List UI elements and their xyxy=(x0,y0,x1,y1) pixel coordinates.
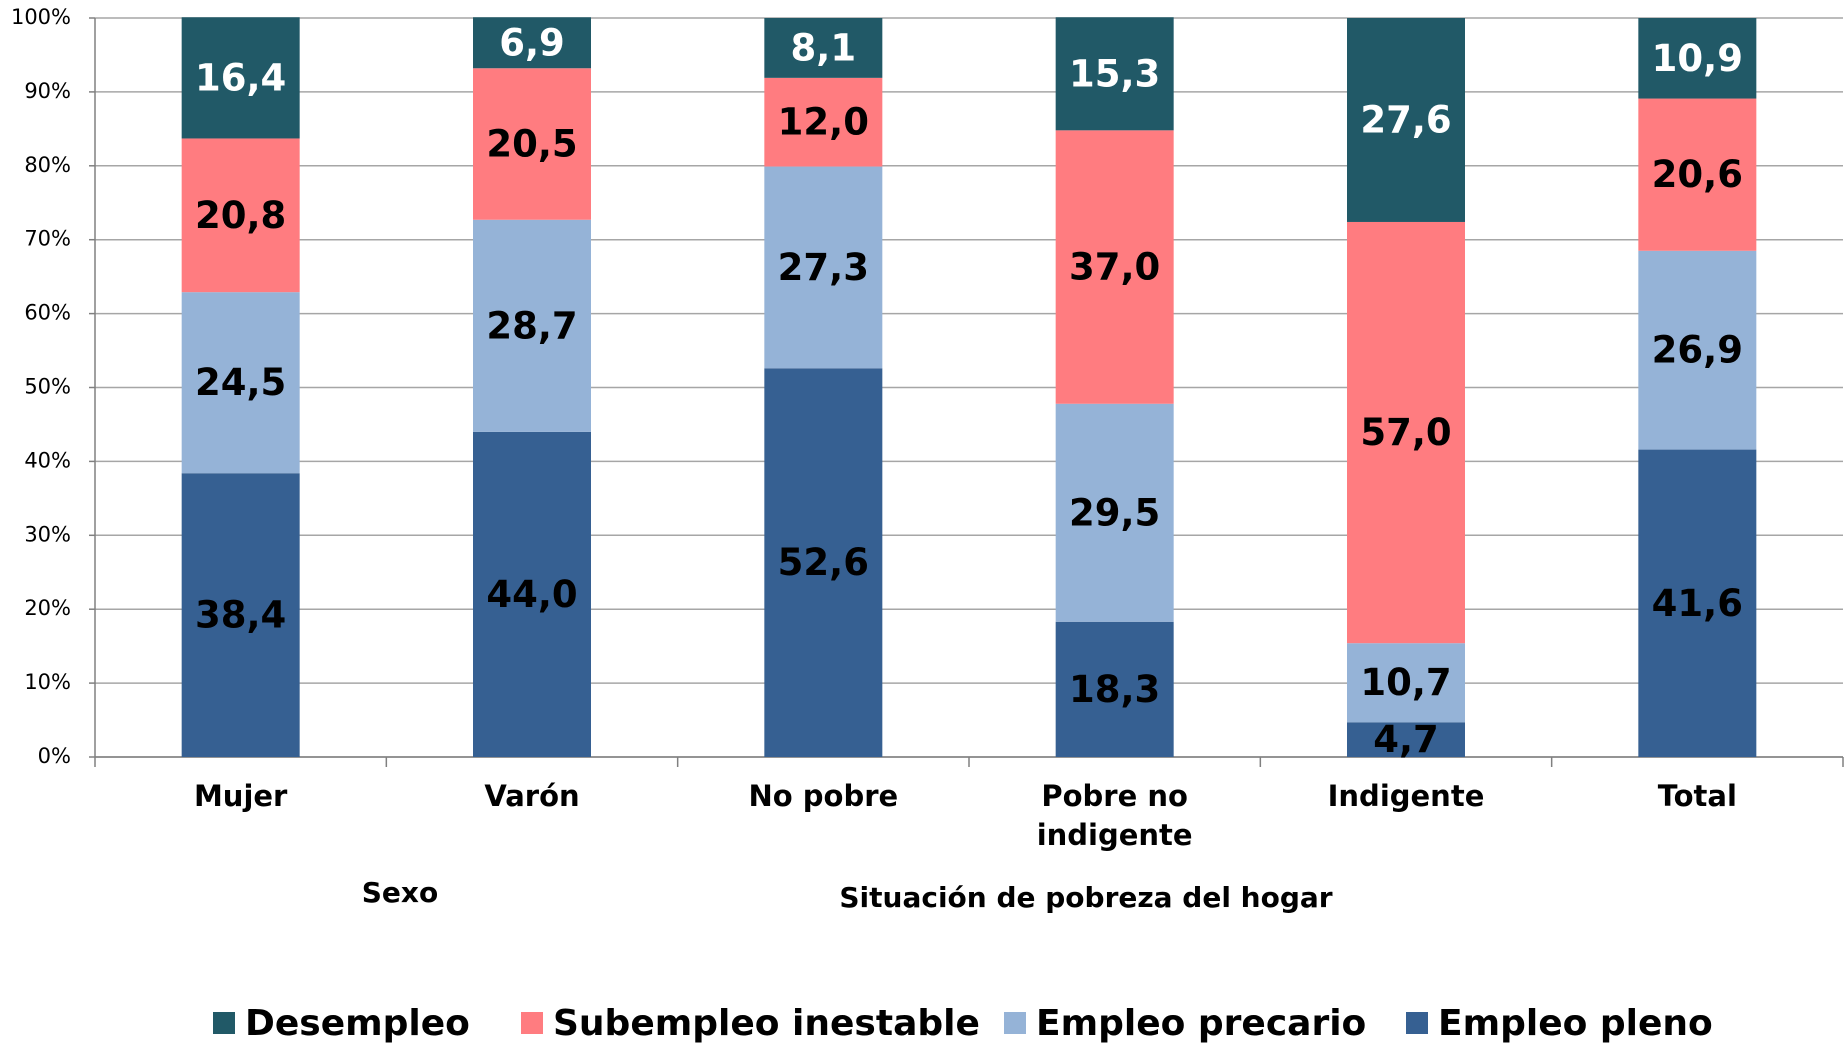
group-label: Sexo xyxy=(362,876,438,909)
bar-segment xyxy=(764,18,883,78)
value-label: 16,4 xyxy=(195,56,286,99)
x-label-box: No pobre xyxy=(748,779,899,813)
y-tick-label: 30% xyxy=(24,522,71,546)
bar-segment xyxy=(1055,17,1174,131)
value-label: 10,7 xyxy=(1360,661,1451,704)
y-tick-label: 10% xyxy=(24,670,71,694)
value-label: 10,9 xyxy=(1652,37,1743,80)
bar-segment xyxy=(764,368,883,757)
value-label: 27,6 xyxy=(1360,98,1451,141)
bar-segment xyxy=(1055,403,1174,622)
y-tick-label: 70% xyxy=(24,227,71,251)
x-tick-label: Total xyxy=(1657,779,1737,813)
value-label: 20,8 xyxy=(195,194,286,237)
value-label: 26,9 xyxy=(1652,329,1743,372)
bar-segment xyxy=(764,166,883,369)
value-label: 37,0 xyxy=(1069,246,1160,289)
y-tick-label: 40% xyxy=(24,448,71,472)
legend-label: Subempleo inestable xyxy=(553,1003,980,1043)
value-label: 41,6 xyxy=(1652,582,1743,625)
y-tick-label: 0% xyxy=(38,744,71,768)
y-tick-label: 80% xyxy=(24,153,71,177)
legend-swatch xyxy=(213,1012,235,1034)
x-tick-label: Indigente xyxy=(1327,779,1485,813)
bar-segment xyxy=(473,431,591,757)
x-label-box: Varón xyxy=(484,779,580,813)
bar-segment xyxy=(1055,621,1174,757)
y-tick-label: 60% xyxy=(24,301,71,325)
x-label-box: Mujer xyxy=(193,779,288,813)
legend-label: Empleo pleno xyxy=(1438,1003,1713,1043)
x-tick-label: No pobre xyxy=(748,779,899,813)
bar-segment xyxy=(473,219,591,432)
bar-segment xyxy=(1055,130,1174,404)
group-label: Situación de pobreza del hogar xyxy=(839,881,1332,914)
value-label: 24,5 xyxy=(195,361,286,404)
legend-label: Desempleo xyxy=(245,1003,470,1043)
value-label: 57,0 xyxy=(1360,411,1451,454)
value-label: 38,4 xyxy=(195,594,286,637)
value-label: 12,0 xyxy=(778,101,869,144)
bar-segment xyxy=(1638,250,1757,450)
value-label: 6,9 xyxy=(499,21,565,64)
value-label: 8,1 xyxy=(791,26,857,69)
bar-segment xyxy=(181,138,300,293)
legend-swatch xyxy=(521,1012,543,1034)
bar-segment xyxy=(181,17,300,139)
y-tick-label: 50% xyxy=(24,375,71,399)
value-label: 52,6 xyxy=(778,541,869,584)
x-label-box: Pobre no indigente xyxy=(1036,779,1193,852)
value-label: 18,3 xyxy=(1069,668,1160,711)
value-label: 29,5 xyxy=(1069,491,1160,534)
bar-segment xyxy=(1347,722,1465,757)
legend-label: Empleo precario xyxy=(1036,1003,1366,1043)
value-label: 44,0 xyxy=(486,573,577,616)
y-tick-label: 20% xyxy=(24,596,71,620)
x-tick-label: Mujer xyxy=(193,779,288,813)
bar-segment xyxy=(1347,221,1465,644)
bar-segment xyxy=(473,17,591,69)
value-label: 20,6 xyxy=(1652,153,1743,196)
value-label: 27,3 xyxy=(778,246,869,289)
bar-segment xyxy=(181,292,300,474)
bar-segment xyxy=(1638,449,1757,757)
x-label-box: Indigente xyxy=(1327,779,1485,813)
bar-segment xyxy=(181,473,300,757)
legend-swatch xyxy=(1004,1012,1026,1034)
x-label-box: Total xyxy=(1657,779,1737,813)
legend-swatch xyxy=(1406,1012,1428,1034)
x-tick-label: Pobre no indigente xyxy=(1036,779,1193,852)
value-label: 15,3 xyxy=(1069,52,1160,95)
value-label: 4,7 xyxy=(1373,718,1439,761)
bar-segment xyxy=(1347,18,1465,222)
bar-segment xyxy=(764,77,883,167)
x-tick-label: Varón xyxy=(484,779,580,813)
bar-segment xyxy=(1638,18,1757,99)
value-label: 20,5 xyxy=(486,122,577,165)
value-label: 28,7 xyxy=(486,304,577,347)
bar-segment xyxy=(1638,98,1757,251)
bar-segment xyxy=(473,68,591,220)
bar-segment xyxy=(1347,643,1465,723)
y-tick-label: 90% xyxy=(24,79,71,103)
y-tick-label: 100% xyxy=(11,5,71,29)
